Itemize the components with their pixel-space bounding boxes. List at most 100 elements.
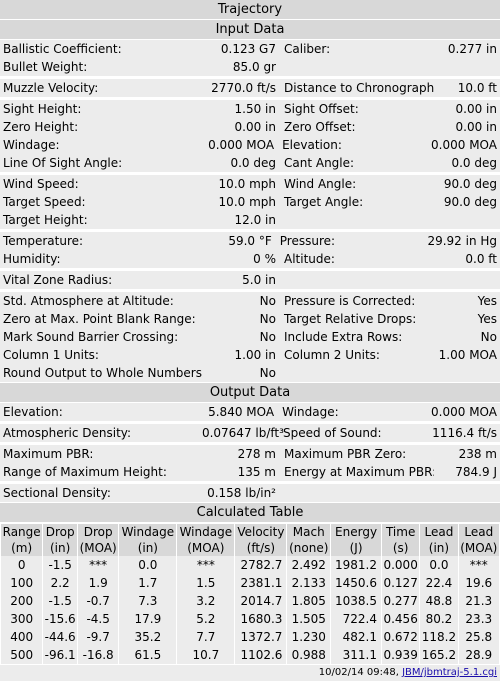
value-1: 0.0 deg <box>230 156 276 170</box>
data-row: Temperature: 59.0 °F Pressure: 29.92 in Hg <box>0 232 500 250</box>
table-cell: 2381.1 <box>235 574 287 592</box>
value-1: 12.0 in <box>234 213 276 227</box>
data-row: Mark Sound Barrier Crossing: No Include Ex… <box>0 328 500 346</box>
label-1: Muzzle Velocity: <box>3 81 99 95</box>
value-2 <box>434 211 500 229</box>
label-2 <box>280 211 434 229</box>
table-row: 0 -1.5 *** 0.0 *** 2782.7 2.492 1981.2 0.000 0.0 *… <box>1 556 499 574</box>
table-cell: 1.7 <box>119 574 177 592</box>
table-cell: 2.133 <box>287 574 331 592</box>
data-row: Zero at Max. Point Blank Range: No Target … <box>0 310 500 328</box>
table-cell: 200 <box>1 592 43 610</box>
label-2: Speed of Sound: <box>282 426 382 440</box>
table-cell: 10.7 <box>177 646 235 664</box>
data-row: Std. Atmosphere at Altitude: No Pressure i… <box>0 292 500 310</box>
label-1: Atmospheric Density: <box>3 426 132 440</box>
value-1: No <box>259 366 276 380</box>
column-header: Lead <box>420 524 458 540</box>
column-header: Time <box>382 524 420 540</box>
value-1: No <box>259 312 276 326</box>
table-cell: 0.939 <box>382 646 420 664</box>
value-2 <box>434 364 500 382</box>
data-row: Target Speed: 10.0 mph Target Angle: 90.0 d… <box>0 193 500 211</box>
table-cell: 0.0 <box>119 556 177 574</box>
table-cell: 7.7 <box>177 628 235 646</box>
footer: 10/02/14 09:48, JBM/jbmtraj-5.1.cgi <box>0 665 500 681</box>
label-2: Target Relative Drops: <box>284 312 417 326</box>
label-1: Ballistic Coefficient: <box>3 42 122 56</box>
column-unit: (m) <box>1 540 43 556</box>
jbmtraj-link[interactable]: JBM/jbmtraj-5.1.cgi <box>402 667 497 678</box>
table-cell: 80.2 <box>420 610 458 628</box>
column-header: Mach <box>287 524 331 540</box>
column-header: Energy <box>331 524 382 540</box>
value-1: 0.158 lb/in² <box>207 486 276 500</box>
column-header: Windage <box>119 524 177 540</box>
table-cell: 3.2 <box>177 592 235 610</box>
data-row: Target Height: 12.0 in <box>0 211 500 229</box>
table-cell: 19.6 <box>458 574 499 592</box>
label-1: Target Speed: <box>3 195 86 209</box>
table-cell: -16.8 <box>78 646 119 664</box>
label-2: Column 2 Units: <box>284 348 380 362</box>
label-1: Bullet Weight: <box>3 60 88 74</box>
label-1: Sight Height: <box>3 102 82 116</box>
column-unit: (MOA) <box>177 540 235 556</box>
table-cell: 61.5 <box>119 646 177 664</box>
value-1: 0.00 in <box>234 120 276 134</box>
table-cell: -0.7 <box>78 592 119 610</box>
label-2: Maximum PBR Zero: <box>284 447 407 461</box>
value-2: 0.0 deg <box>451 156 497 170</box>
table-cell: -4.5 <box>78 610 119 628</box>
calculated-table: Range Drop Drop Windage Windage Velocity Mach E… <box>0 524 500 664</box>
table-cell: 1.9 <box>78 574 119 592</box>
data-row: Windage: 0.000 MOA Elevation: 0.000 MOA <box>0 136 500 154</box>
value-1: 278 m <box>237 447 276 461</box>
table-cell: 48.8 <box>420 592 458 610</box>
calc-body: 0 -1.5 *** 0.0 *** 2782.7 2.492 1981.2 0.000 0.0 *… <box>1 556 499 664</box>
data-row: Round Output to Whole Numbers: No <box>0 364 500 382</box>
value-1: 10.0 mph <box>218 177 276 191</box>
data-row: Line Of Sight Angle: 0.0 deg Cant Angle: 0.… <box>0 154 500 172</box>
table-cell: 0.988 <box>287 646 331 664</box>
table-cell: 0.277 <box>382 592 420 610</box>
label-2: Cant Angle: <box>284 156 355 170</box>
table-cell: 0.127 <box>382 574 420 592</box>
table-cell: 0.456 <box>382 610 420 628</box>
value-1: No <box>259 294 276 308</box>
label-1: Zero at Max. Point Blank Range: <box>3 312 196 326</box>
label-1: Elevation: <box>3 405 63 419</box>
label-1: Vital Zone Radius: <box>3 273 113 287</box>
table-cell: 1981.2 <box>331 556 382 574</box>
label-1: Mark Sound Barrier Crossing: <box>3 330 179 344</box>
value-1: 5.0 in <box>242 273 276 287</box>
table-cell: 23.3 <box>458 610 499 628</box>
data-row: Zero Height: 0.00 in Zero Offset: 0.00 in <box>0 118 500 136</box>
table-cell: 1.230 <box>287 628 331 646</box>
label-2: Wind Angle: <box>284 177 357 191</box>
column-unit: (in) <box>119 540 177 556</box>
value-1: No <box>259 330 276 344</box>
label-1: Line Of Sight Angle: <box>3 156 123 170</box>
column-unit: (J) <box>331 540 382 556</box>
data-row: Atmospheric Density: 0.07647 lb/ft³ Speed … <box>0 424 500 442</box>
label-2: Target Angle: <box>284 195 364 209</box>
column-unit: (MOA) <box>458 540 499 556</box>
value-2: 90.0 deg <box>443 195 497 209</box>
column-header: Lead <box>458 524 499 540</box>
label-2: Pressure is Corrected: <box>284 294 416 308</box>
label-2: Altitude: <box>284 252 335 266</box>
label-1: Target Height: <box>3 213 88 227</box>
value-1: 59.0 °F <box>228 234 272 248</box>
data-row: Sight Height: 1.50 in Sight Offset: 0.00 in <box>0 100 500 118</box>
table-cell: 0.672 <box>382 628 420 646</box>
label-1: Zero Height: <box>3 120 79 134</box>
table-cell: *** <box>177 556 235 574</box>
data-row: Range of Maximum Height: 135 m Energy at M… <box>0 463 500 481</box>
label-1: Temperature: <box>3 234 84 248</box>
calculated-table-header: Calculated Table <box>0 503 500 523</box>
column-header: Range <box>1 524 43 540</box>
table-cell: 1.5 <box>177 574 235 592</box>
label-1: Windage: <box>3 138 60 152</box>
